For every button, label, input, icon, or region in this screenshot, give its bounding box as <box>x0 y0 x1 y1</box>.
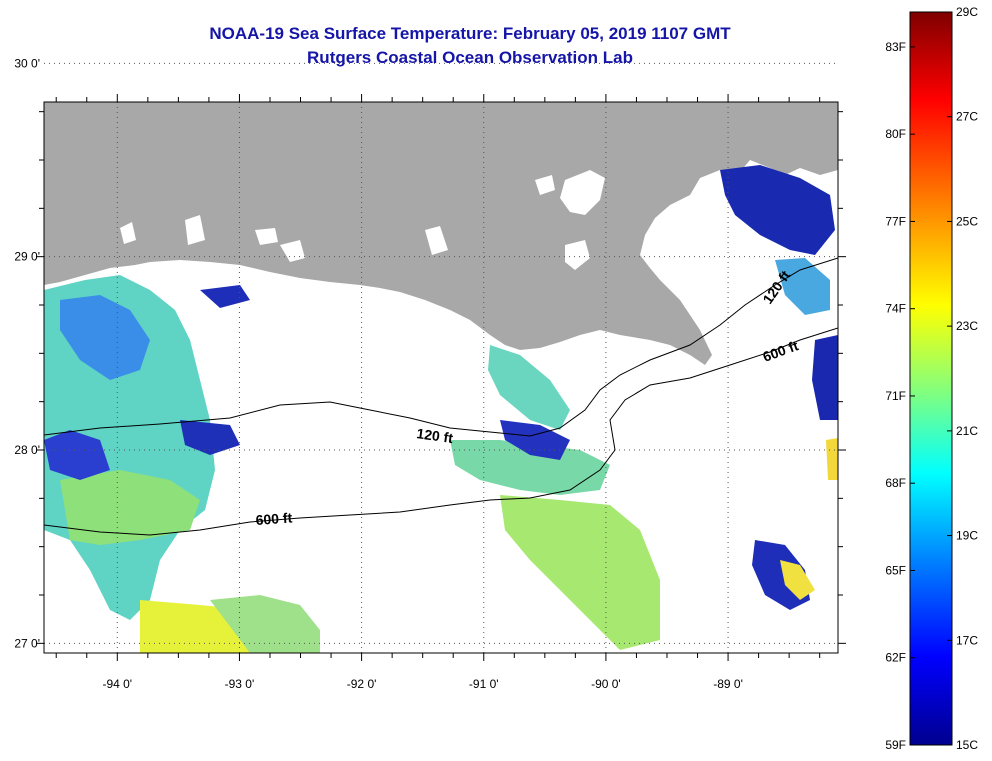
graticule <box>44 62 838 653</box>
sst-patch <box>200 285 250 308</box>
sst-patch <box>450 440 610 495</box>
axis-ticks <box>36 94 846 661</box>
lake <box>565 240 590 270</box>
colorbar-labels: 83F 80F 77F 74F 71F 68F 65F 62F 59F 29C 27C 25C 23C 2… <box>885 5 978 752</box>
lat-tick-label: 28 0' <box>14 443 40 457</box>
bathymetry-contours <box>44 257 838 536</box>
colorbar-label-f: 68F <box>885 476 906 490</box>
colorbar-label-c: 19C <box>956 529 978 543</box>
sst-patch <box>500 420 570 460</box>
colorbar-label-c: 27C <box>956 110 978 124</box>
sst-patch <box>44 430 110 480</box>
sst-patch <box>60 470 200 545</box>
colorbar-label-c: 29C <box>956 5 978 19</box>
sst-patch <box>210 595 320 653</box>
colorbar <box>909 11 953 746</box>
colorbar-label-c: 25C <box>956 214 978 228</box>
colorbar-label-c: 21C <box>956 424 978 438</box>
lake <box>120 222 136 244</box>
lake <box>425 226 448 255</box>
colorbar-label-c: 23C <box>956 319 978 333</box>
sst-patch <box>720 165 835 255</box>
lake <box>185 215 205 245</box>
sst-patch <box>812 335 838 420</box>
lat-tick-label: 29 0' <box>14 250 40 264</box>
axis-labels: -94 0' -93 0' -92 0' -91 0' -90 0' -89 0' 30 0… <box>14 56 743 691</box>
colorbar-label-c: 17C <box>956 633 978 647</box>
map-frame <box>43 101 839 654</box>
lat-tick-label: 27 0' <box>14 636 40 650</box>
sst-patch <box>180 420 240 455</box>
colorbar-label-f: 71F <box>885 389 906 403</box>
colorbar-label-f: 65F <box>885 563 906 577</box>
colorbar-label-c: 15C <box>956 738 978 752</box>
colorbar-label-f: 59F <box>885 738 906 752</box>
contour-120ft-line <box>44 257 838 437</box>
lon-tick-label: -91 0' <box>469 677 499 691</box>
lon-tick-label: -90 0' <box>591 677 621 691</box>
sst-patch <box>488 345 570 430</box>
lake <box>280 240 305 262</box>
lon-tick-label: -89 0' <box>713 677 743 691</box>
sst-patch <box>780 560 815 600</box>
lake <box>255 228 278 245</box>
colorbar-label-f: 83F <box>885 40 906 54</box>
colorbar-label-f: 80F <box>885 127 906 141</box>
lake <box>535 175 555 195</box>
sst-patch <box>60 295 150 380</box>
map-subtitle: Rutgers Coastal Ocean Observation Lab <box>307 48 633 67</box>
lat-tick-label: 30 0' <box>14 56 40 70</box>
lake <box>560 170 605 215</box>
map-title: NOAA-19 Sea Surface Temperature: Februar… <box>209 24 731 43</box>
lon-tick-label: -93 0' <box>225 677 255 691</box>
colorbar-label-f: 77F <box>885 214 906 228</box>
sst-patch <box>775 258 830 315</box>
sst-patch <box>826 438 838 480</box>
lon-tick-label: -94 0' <box>102 677 132 691</box>
contour-label-600ft: 600 ft <box>255 509 293 528</box>
contour-600ft-line <box>44 327 838 536</box>
sst-patch <box>500 495 660 650</box>
colorbar-label-f: 74F <box>885 302 906 316</box>
colorbar-label-f: 62F <box>885 651 906 665</box>
contour-label-120ft: 120 ft <box>416 425 455 446</box>
lon-tick-label: -92 0' <box>347 677 377 691</box>
